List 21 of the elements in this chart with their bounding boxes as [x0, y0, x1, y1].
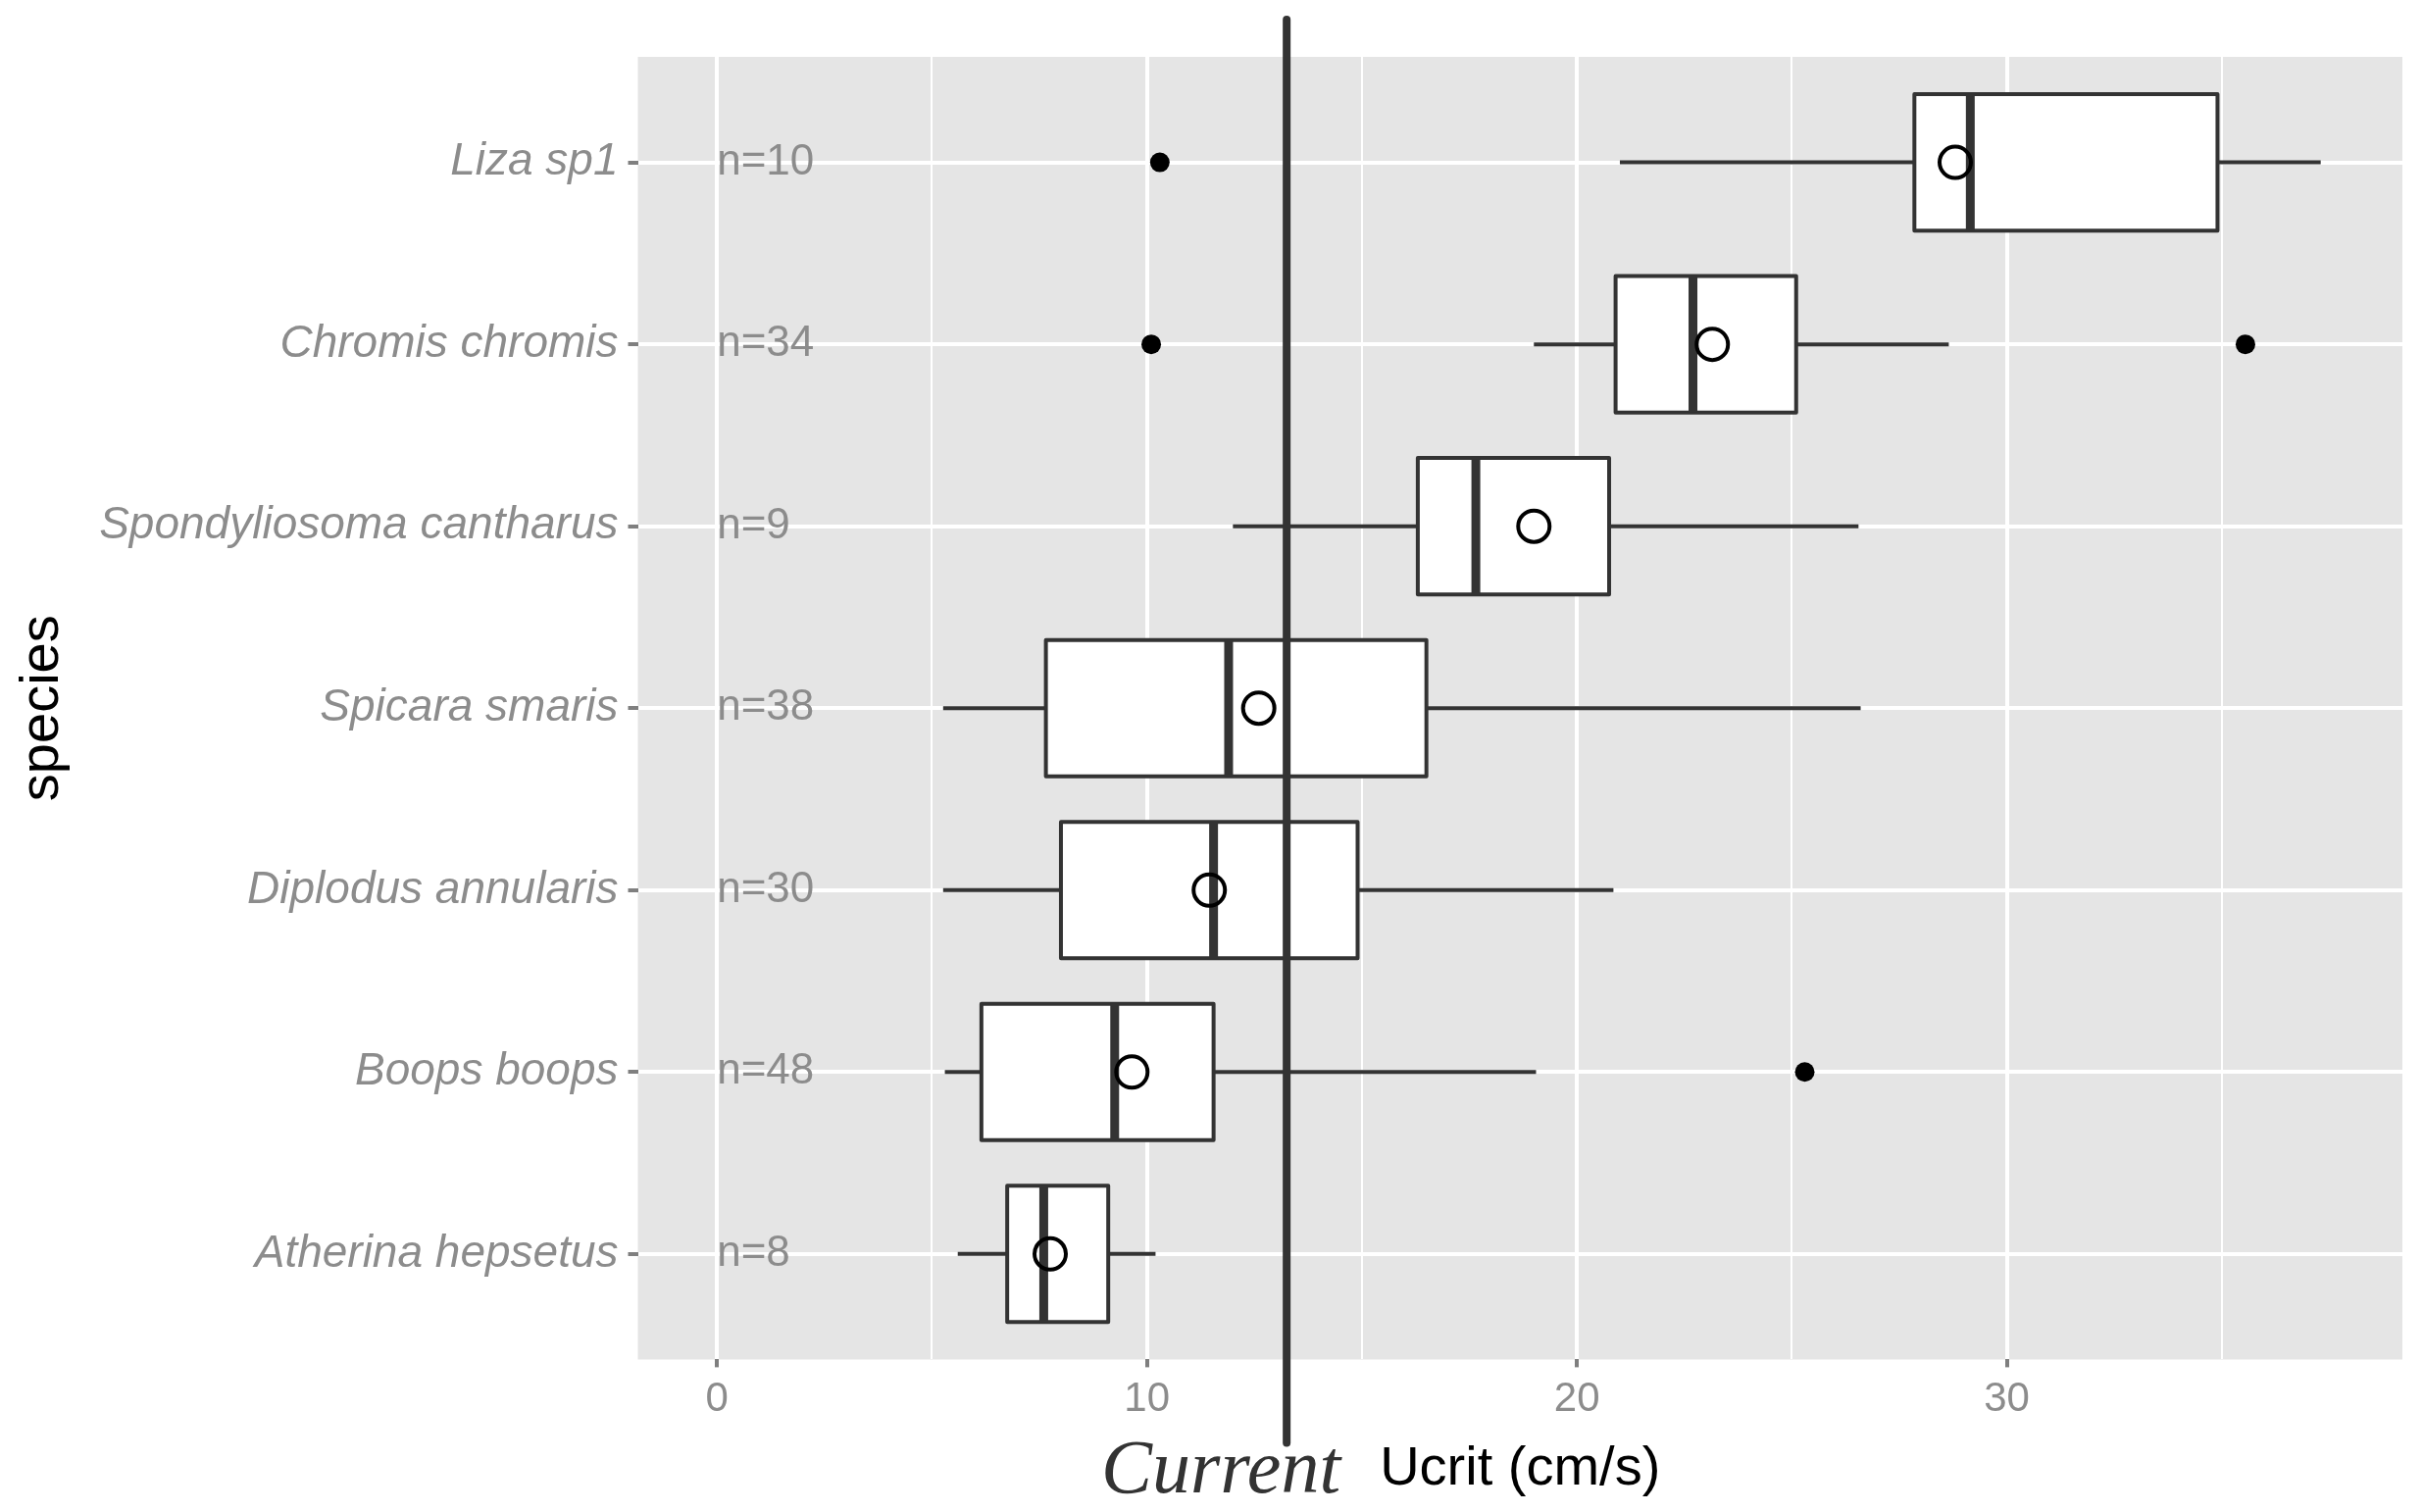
- y-tick-label: Atherina hepsetus: [251, 1225, 619, 1277]
- annotation: n=48: [717, 1044, 815, 1093]
- y-tick-label: Chromis chromis: [279, 315, 619, 367]
- annotation: n=9: [717, 498, 790, 547]
- annotation: n=8: [717, 1226, 790, 1275]
- annotation: n=34: [717, 317, 815, 366]
- y-tick-label: Boops boops: [354, 1043, 619, 1095]
- ref-line-label: Current: [1101, 1423, 1343, 1509]
- x-tick-label: 0: [705, 1374, 729, 1421]
- x-tick-label: 10: [1124, 1374, 1171, 1421]
- x-axis-title: Ucrit (cm/s): [1380, 1434, 1661, 1496]
- y-tick-label: Liza sp1: [450, 133, 619, 185]
- y-tick-label: Diplodus annularis: [247, 861, 619, 913]
- annotation: n=38: [717, 680, 815, 730]
- y-axis-title: species: [8, 615, 71, 802]
- x-tick-label: 30: [1984, 1374, 2030, 1421]
- y-tick-label: Spondyliosoma cantharus: [99, 497, 619, 549]
- annotation: n=30: [717, 862, 815, 911]
- x-tick-label: 20: [1553, 1374, 1600, 1421]
- y-tick-label: Spicara smaris: [320, 680, 619, 731]
- annotation: n=10: [717, 134, 815, 183]
